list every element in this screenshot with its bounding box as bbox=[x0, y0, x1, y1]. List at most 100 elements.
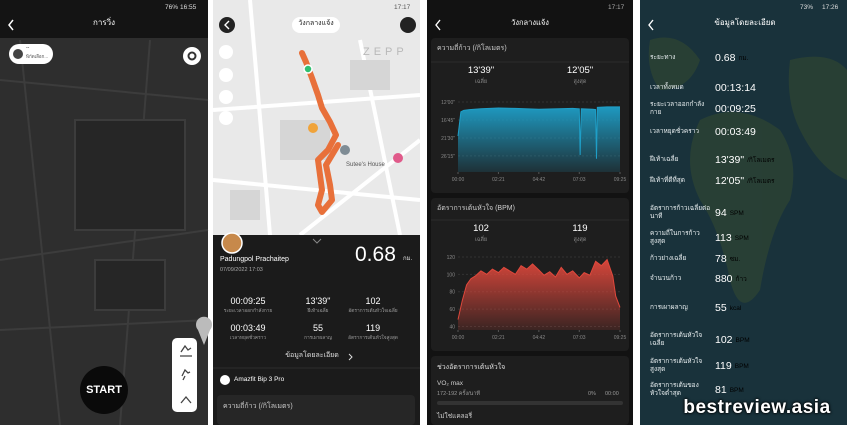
detail-label: ระยะเวลาออกกำลังกาย bbox=[650, 100, 705, 116]
zone-percent: 0% bbox=[588, 391, 596, 397]
brand-watermark: ZEPP bbox=[363, 46, 408, 58]
back-button[interactable] bbox=[219, 17, 235, 33]
pace-best-label: สูงสุด bbox=[573, 79, 587, 85]
area bbox=[458, 259, 620, 330]
clock: 17:17 bbox=[394, 4, 411, 11]
line bbox=[457, 258, 621, 320]
stat-value: 55 bbox=[312, 323, 324, 333]
detail-unit: kcal bbox=[729, 304, 742, 312]
stat-label: เวลาหยุดชั่วคราว bbox=[229, 336, 267, 341]
place-pin bbox=[393, 153, 403, 163]
collapse-icon[interactable] bbox=[312, 238, 322, 244]
y-tick-label: 60 bbox=[449, 307, 455, 313]
screen-title: การวิ่ง bbox=[92, 18, 116, 27]
place-pill bbox=[292, 17, 340, 33]
detail-row: เวลาทั้งหมด 00:13:14 bbox=[650, 82, 840, 94]
settings-button[interactable] bbox=[183, 47, 201, 65]
stat-value: 00:09:25 bbox=[230, 296, 266, 306]
detail-unit: BPM bbox=[735, 336, 750, 344]
detail-label: ก้าวย่างเฉลี่ย bbox=[650, 254, 687, 262]
back-icon[interactable] bbox=[8, 19, 14, 31]
detail-value: 00:13:14 bbox=[715, 82, 756, 94]
chip-icon bbox=[13, 49, 23, 59]
detail-row: อัตราการเต้นของหัวใจต่ำสุด 81 BPM bbox=[650, 382, 840, 398]
detail-value: 00:03:49 bbox=[715, 126, 756, 138]
detail-row: อัตราการเต้นหัวใจเฉลี่ย 102 BPM bbox=[650, 332, 840, 348]
more-button[interactable] bbox=[400, 17, 416, 33]
location-chip[interactable] bbox=[9, 44, 53, 64]
detail-value: 78 bbox=[715, 253, 727, 265]
detail-row: ฝีเท้าเฉลี่ย 13'39"/กิโลเมตร bbox=[650, 154, 840, 166]
detail-row: อัตราการเต้นหัวใจสูงสุด 119 BPM bbox=[650, 358, 840, 374]
zone-bar bbox=[437, 401, 623, 405]
x-tick-label: 07:03 bbox=[573, 335, 586, 341]
detail-unit: /กิโลเมตร bbox=[747, 178, 775, 185]
detail-row: การเผาผลาญ 55 kcal bbox=[650, 302, 840, 314]
route bbox=[299, 50, 341, 215]
start-button[interactable] bbox=[80, 366, 128, 414]
battery: 73% bbox=[800, 4, 814, 11]
detail-label: ระยะทาง bbox=[650, 53, 676, 61]
pace-card bbox=[217, 395, 415, 425]
route-start bbox=[303, 64, 313, 74]
map-tools[interactable] bbox=[219, 45, 233, 125]
back-icon[interactable] bbox=[435, 19, 441, 31]
y-tick-label: 21'30" bbox=[441, 136, 455, 142]
detail-row: ฝีเท้าที่ดีที่สุด 12'05"/กิโลเมตร bbox=[650, 175, 840, 187]
map-blocks bbox=[230, 60, 390, 220]
chip-text: พิกัดเลือก... bbox=[26, 54, 49, 59]
screen-title: ข้อมูลโดยละเอียด bbox=[714, 18, 776, 27]
back-icon[interactable] bbox=[648, 19, 654, 31]
watermark: bestreview.asia bbox=[683, 397, 831, 418]
x-tick-label: 09:25 bbox=[614, 335, 627, 341]
mode-icons bbox=[180, 344, 192, 404]
detail-label: ความถี่ในการก้าวสูงสุด bbox=[650, 229, 700, 245]
pace-best: 12'05" bbox=[566, 65, 594, 76]
detail-unit: BPM bbox=[734, 362, 749, 370]
detail-row: ความถี่ในการก้าวสูงสุด 113 SPM bbox=[650, 230, 840, 246]
detail-value: 94 bbox=[715, 207, 727, 219]
detail-value: 13'39" bbox=[715, 154, 745, 166]
stat-label: การเผาผลาญ bbox=[304, 336, 332, 341]
panel-2-summary bbox=[213, 235, 420, 425]
zones-card bbox=[431, 356, 629, 425]
place-name: วังกลางแจ้ง bbox=[298, 20, 334, 27]
detail-value: 55 bbox=[715, 302, 727, 314]
stat-label: ฝีเท้าเฉลี่ย bbox=[307, 309, 329, 314]
detail-label: การเผาผลาญ bbox=[650, 303, 688, 311]
x-tick-label: 02:21 bbox=[492, 335, 505, 341]
detail-label: เวลาทั้งหมด bbox=[650, 83, 684, 91]
hr-max-label: สูงสุด bbox=[573, 237, 587, 243]
map-roads bbox=[212, 0, 422, 237]
mode-switcher[interactable] bbox=[172, 338, 197, 412]
chevron-icon bbox=[348, 353, 353, 361]
y-tick-label: 100 bbox=[447, 272, 456, 278]
detail-unit: BPM bbox=[729, 386, 744, 394]
stat-value: 119 bbox=[365, 323, 381, 333]
y-tick-label: 120 bbox=[447, 255, 456, 261]
card-title: ช่วงอัตราการเต้นหัวใจ bbox=[437, 364, 506, 371]
detail-link[interactable]: ข้อมูลโดยละเอียด bbox=[285, 352, 339, 359]
x-tick-label: 07:03 bbox=[573, 177, 586, 183]
map-roads bbox=[0, 39, 209, 425]
place-pin bbox=[308, 123, 318, 133]
detail-label: อัตราการเต้นหัวใจสูงสุด bbox=[650, 357, 703, 373]
detail-unit: /กิโลเมตร bbox=[747, 157, 775, 164]
detail-label: ฝีเท้าเฉลี่ย bbox=[650, 155, 679, 163]
stat-value: 13'39" bbox=[305, 296, 331, 306]
overlay bbox=[640, 0, 847, 425]
battery: 76% bbox=[165, 4, 179, 11]
card-title: ความถี่ก้าว (/กิโลเมตร) bbox=[223, 403, 293, 410]
distance-unit: กม. bbox=[403, 256, 413, 262]
stat-label: ระยะเวลาออกกำลังกาย bbox=[223, 309, 273, 314]
detail-row: จำนวนก้าว 880 ก้าว bbox=[650, 273, 840, 285]
stat-value: 00:03:49 bbox=[230, 323, 266, 333]
detail-label: อัตราการเต้นของหัวใจต่ำสุด bbox=[650, 381, 699, 397]
distance: 0.68 bbox=[355, 243, 396, 266]
x-tick-label: 04:42 bbox=[533, 177, 546, 183]
place-pin bbox=[340, 145, 350, 155]
avatar bbox=[221, 232, 243, 254]
hr-max: 119 bbox=[572, 223, 588, 234]
detail-unit: กม. bbox=[738, 55, 749, 62]
